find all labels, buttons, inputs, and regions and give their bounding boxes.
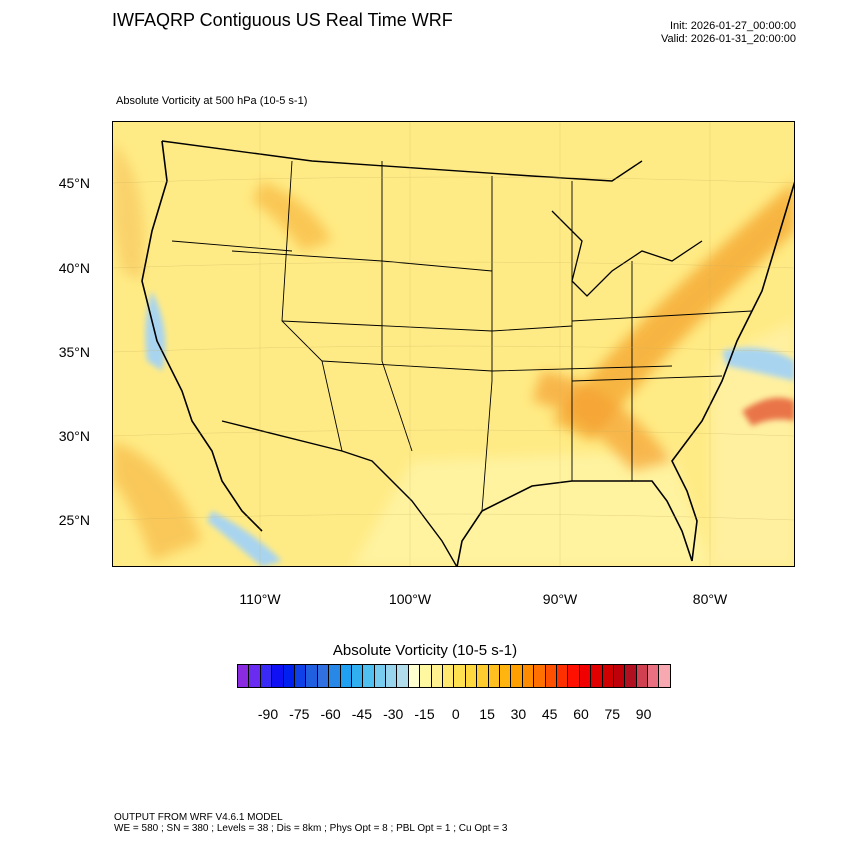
lon-label-100: 100°W — [388, 591, 432, 607]
colorbar-swatch — [443, 665, 455, 687]
colorbar-swatch — [636, 665, 649, 687]
colorbar-swatch — [294, 665, 307, 687]
colorbar-swatch — [306, 665, 318, 687]
colorbar-title: Absolute Vorticity (10-5 s-1) — [332, 642, 518, 659]
west-coast — [141, 140, 263, 532]
colorbar-label: -15 — [414, 706, 435, 722]
map-frame — [112, 121, 795, 567]
graticule — [112, 121, 795, 567]
init-time: Init: 2026-01-27_00:00:00 — [670, 20, 796, 32]
colorbar-swatch — [534, 665, 546, 687]
colorbar-swatch — [249, 665, 261, 687]
colorbar-swatch — [602, 665, 614, 687]
colorbar-label: 75 — [604, 706, 621, 722]
negative-vorticity-west — [145, 291, 166, 371]
colorbar-swatch — [397, 665, 409, 687]
colorbar — [237, 664, 671, 688]
colorbar-swatch — [522, 665, 535, 687]
colorbar-swatch — [568, 665, 580, 687]
colorbar-swatch — [511, 665, 523, 687]
colorbar-label: 90 — [635, 706, 652, 722]
vorticity-band-east — [552, 181, 795, 441]
field-label: Absolute Vorticity at 500 hPa (10-5 s-1) — [116, 95, 308, 107]
colorbar-label: 0 — [451, 706, 460, 722]
colorbar-label: -30 — [383, 706, 404, 722]
valid-time: Valid: 2026-01-31_20:00:00 — [661, 33, 796, 45]
state-borders — [171, 160, 753, 512]
colorbar-label: 15 — [479, 706, 495, 722]
colorbar-swatch — [340, 665, 352, 687]
colorbar-label: -75 — [289, 706, 310, 722]
colorbar-swatch — [579, 665, 592, 687]
colorbar-swatch — [659, 665, 670, 687]
lat-label-45: 45°N — [58, 175, 90, 191]
us-canada-border — [161, 140, 643, 182]
colorbar-label: 45 — [541, 706, 558, 722]
colorbar-swatch — [317, 665, 330, 687]
colorbar-swatch — [272, 665, 284, 687]
colorbar-swatch — [420, 665, 432, 687]
colorbar-swatch — [260, 665, 273, 687]
colorbar-label: -45 — [351, 706, 372, 722]
lat-label-25: 25°N — [58, 512, 90, 528]
colorbar-label: -60 — [320, 706, 341, 722]
footer-line-1: OUTPUT FROM WRF V4.6.1 MODEL — [114, 812, 283, 823]
colorbar-swatch — [465, 665, 478, 687]
plot-title: IWFAQRP Contiguous US Real Time WRF — [112, 10, 453, 30]
great-lakes — [551, 210, 703, 297]
lat-label-40: 40°N — [58, 260, 90, 276]
lon-label-80: 80°W — [692, 591, 728, 607]
colorbar-swatch — [625, 665, 637, 687]
colorbar-swatch — [374, 665, 387, 687]
run-times: Init: 2026-01-27_00:00:00 Valid: 2026-01… — [661, 20, 796, 46]
colorbar-swatch — [351, 665, 364, 687]
lon-label-110: 110°W — [239, 591, 281, 607]
vorticity-band-southeast — [532, 371, 672, 471]
negative-vorticity-atlantic — [722, 347, 795, 381]
lat-label-30: 30°N — [58, 428, 90, 444]
vorticity-band-pacific — [112, 141, 144, 281]
model-footer: OUTPUT FROM WRF V4.6.1 MODEL WE = 580 ; … — [114, 812, 507, 834]
colorbar-swatch — [408, 665, 421, 687]
colorbar-label: -90 — [257, 706, 279, 722]
colorbar-swatch — [488, 665, 500, 687]
colorbar-swatch — [238, 665, 250, 687]
lat-label-35: 35°N — [58, 344, 90, 360]
negative-vorticity-sw — [207, 511, 282, 567]
gulf-area — [352, 451, 712, 567]
gulf-coast — [456, 480, 693, 567]
colorbar-swatch — [499, 665, 512, 687]
colorbar-swatch — [329, 665, 341, 687]
vorticity-map — [112, 121, 795, 567]
atlantic-area — [712, 321, 795, 567]
colorbar-swatch — [363, 665, 375, 687]
vorticity-band-southwest — [112, 441, 202, 561]
lon-label-90: 90°W — [542, 591, 578, 607]
colorbar-label: 60 — [573, 706, 589, 722]
colorbar-swatch — [545, 665, 557, 687]
colorbar-swatch — [556, 665, 569, 687]
colorbar-swatch — [283, 665, 295, 687]
colorbar-swatch — [477, 665, 489, 687]
us-mexico-border — [221, 420, 458, 567]
colorbar-swatch — [648, 665, 660, 687]
colorbar-swatch — [431, 665, 444, 687]
vorticity-band-north — [252, 181, 332, 251]
east-coast — [671, 180, 795, 562]
colorbar-swatch — [591, 665, 603, 687]
colorbar-swatch — [386, 665, 398, 687]
colorbar-label: 30 — [510, 706, 527, 722]
positive-vorticity-atlantic — [742, 397, 795, 426]
footer-line-2: WE = 580 ; SN = 380 ; Levels = 38 ; Dis … — [114, 823, 508, 834]
colorbar-swatch — [454, 665, 466, 687]
colorbar-swatch — [613, 665, 626, 687]
